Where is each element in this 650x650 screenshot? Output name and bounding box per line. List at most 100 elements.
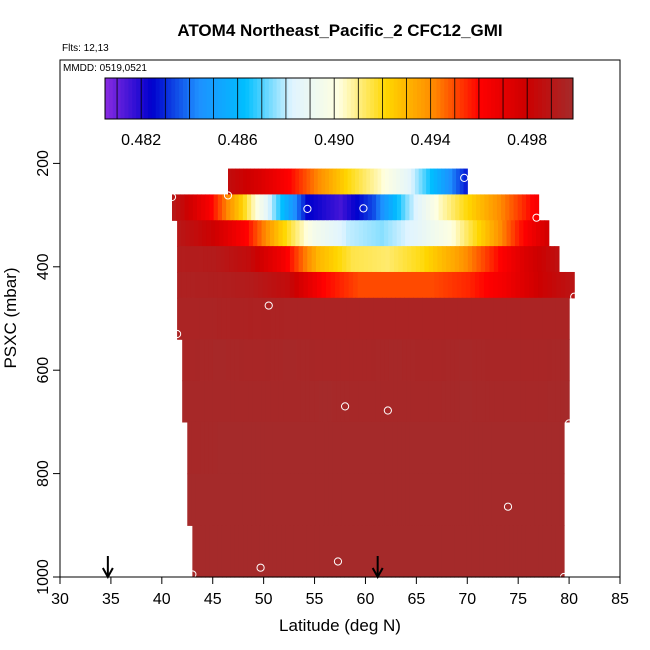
curtain-cell bbox=[516, 339, 522, 382]
curtain-cell bbox=[221, 380, 227, 423]
curtain-cell bbox=[302, 246, 308, 273]
curtain-cell bbox=[456, 168, 461, 196]
curtain-cell bbox=[420, 271, 426, 299]
y-tick-label: 200 bbox=[35, 150, 52, 177]
curtain-cell bbox=[448, 421, 454, 475]
curtain-cell bbox=[559, 525, 565, 578]
curtain-cell bbox=[285, 421, 291, 475]
curtain-cell bbox=[459, 380, 465, 423]
curtain-cell bbox=[463, 168, 468, 196]
curtain-cell bbox=[495, 421, 501, 475]
colorbar-swatch bbox=[545, 78, 551, 119]
curtain-cell bbox=[271, 271, 277, 299]
curtain-cell bbox=[542, 297, 548, 340]
curtain-cell bbox=[515, 271, 521, 299]
curtain-cell bbox=[298, 271, 305, 299]
curtain-cell bbox=[472, 339, 478, 382]
curtain-cell bbox=[525, 525, 531, 578]
curtain-cell bbox=[285, 525, 291, 578]
curtain-cell bbox=[392, 194, 398, 221]
curtain-cell bbox=[530, 194, 535, 221]
curtain-cell bbox=[537, 246, 543, 273]
curtain-cell bbox=[542, 421, 548, 475]
curtain-cell bbox=[510, 220, 516, 247]
sample-point bbox=[333, 557, 343, 566]
curtain-cell bbox=[376, 194, 381, 221]
curtain-cell bbox=[529, 339, 535, 382]
curtain-cell bbox=[327, 525, 333, 578]
curtain-cell bbox=[226, 380, 232, 423]
curtain-cell bbox=[208, 421, 214, 475]
curtain-cell bbox=[362, 168, 367, 196]
curtain-cell bbox=[521, 421, 527, 475]
curtain-cell bbox=[381, 246, 386, 273]
sample-point bbox=[303, 204, 312, 213]
curtain-cell bbox=[388, 168, 394, 196]
curtain-cell bbox=[235, 271, 241, 299]
curtain-cell bbox=[233, 246, 239, 273]
curtain-cell bbox=[186, 297, 192, 340]
curtain-cell bbox=[341, 297, 347, 340]
curtain-cell bbox=[415, 339, 421, 382]
curtain-cell bbox=[439, 473, 445, 526]
curtain-cell bbox=[312, 271, 318, 299]
curtain-cell bbox=[330, 194, 336, 221]
curtain-cell bbox=[457, 297, 463, 340]
curtain-cell bbox=[492, 525, 498, 578]
curtain-cell bbox=[346, 194, 352, 221]
colorbar-swatch bbox=[530, 78, 535, 119]
curtain-cell bbox=[375, 380, 381, 423]
curtain-cell bbox=[261, 220, 267, 247]
colorbar-swatch bbox=[296, 78, 301, 119]
curtain-cell bbox=[319, 525, 324, 578]
curtain-cell bbox=[469, 473, 475, 526]
curtain-cell bbox=[260, 421, 265, 475]
curtain-cell bbox=[431, 421, 437, 475]
curtain-cell bbox=[428, 380, 434, 423]
curtain-cell bbox=[243, 297, 249, 340]
curtain-cell bbox=[272, 525, 278, 578]
curtain-cell bbox=[242, 421, 248, 475]
curtain-cell bbox=[280, 194, 286, 221]
colorbar-swatch bbox=[225, 78, 231, 119]
sample-point bbox=[256, 563, 265, 572]
curtain-cell bbox=[368, 297, 374, 340]
curtain-cell bbox=[191, 421, 197, 475]
curtain-cell bbox=[471, 297, 477, 340]
curtain-cell bbox=[297, 297, 303, 340]
colorbar-swatch bbox=[569, 78, 574, 119]
colorbar-swatch bbox=[405, 78, 410, 119]
curtain-cell bbox=[441, 168, 446, 196]
curtain-cell bbox=[496, 525, 502, 578]
curtain-cell bbox=[415, 246, 421, 273]
curtain-cell bbox=[485, 339, 491, 382]
curtain-cell bbox=[346, 246, 352, 273]
curtain-cell bbox=[475, 525, 481, 578]
colorbar-swatch bbox=[362, 78, 367, 119]
colorbar-swatch bbox=[284, 78, 289, 119]
curtain-cell bbox=[409, 421, 415, 475]
curtain-cell bbox=[230, 297, 236, 340]
curtain-cell bbox=[248, 380, 254, 423]
curtain-cell bbox=[411, 525, 417, 578]
curtain-cell bbox=[292, 380, 298, 423]
curtain-cell bbox=[198, 220, 204, 247]
curtain-cell bbox=[497, 297, 503, 340]
curtain-cell bbox=[467, 380, 473, 423]
curtain-cell bbox=[393, 271, 399, 299]
x-tick-label: 70 bbox=[458, 591, 476, 608]
curtain-cell bbox=[221, 339, 227, 382]
curtain-cell bbox=[427, 421, 432, 475]
curtain-cell bbox=[443, 271, 449, 299]
chart-title: ATOM4 Northeast_Pacific_2 CFC12_GMI bbox=[177, 21, 502, 40]
curtain-cell bbox=[255, 194, 261, 221]
curtain-cell bbox=[367, 473, 372, 526]
curtain-cell bbox=[417, 220, 423, 247]
colorbar-swatch bbox=[280, 78, 285, 119]
curtain-cell bbox=[532, 246, 538, 273]
curtain-cell bbox=[188, 194, 194, 221]
curtain-cell bbox=[407, 271, 413, 299]
curtain-cell bbox=[379, 473, 385, 526]
curtain-cell bbox=[509, 525, 514, 578]
curtain-cell bbox=[307, 421, 313, 475]
